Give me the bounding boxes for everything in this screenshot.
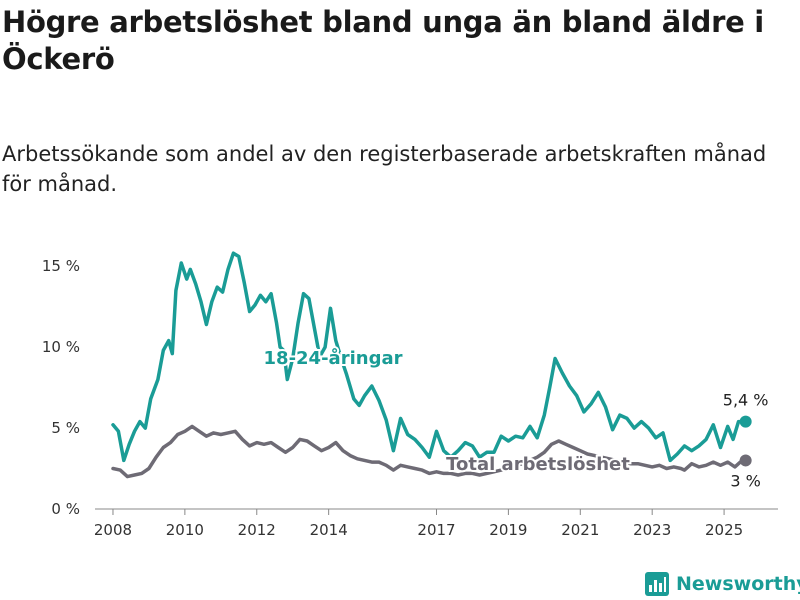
total-end-label: 3 % <box>730 471 760 490</box>
y-axis-ticks: 0 % 5 % 10 % 15 % <box>42 257 80 518</box>
y-tick-label: 5 % <box>51 419 80 437</box>
x-axis: 2008 2010 2012 2014 2017 2019 2021 2023 2025 <box>94 508 778 539</box>
x-tick-label: 2008 <box>94 521 132 539</box>
total-series-line <box>111 424 748 479</box>
x-tick-label: 2010 <box>166 521 204 539</box>
y-tick-label: 10 % <box>42 338 80 356</box>
youth-end-marker <box>739 415 752 428</box>
series-lines <box>111 251 752 479</box>
x-tick-label: 2021 <box>561 521 599 539</box>
newsworthy-logo[interactable]: Newsworthy <box>644 568 800 600</box>
x-tick-label: 2014 <box>310 521 348 539</box>
logo-text: Newsworthy <box>676 573 800 595</box>
page-subtitle: Arbetssökande som andel av den registerb… <box>2 142 767 196</box>
youth-series-label: 18-24-åringar <box>264 347 403 369</box>
bar-chart-logo-icon <box>645 572 669 596</box>
y-tick-label: 0 % <box>51 500 80 518</box>
total-series-label: Total arbetslöshet <box>446 454 630 475</box>
x-tick-label: 2023 <box>633 521 671 539</box>
total-end-marker <box>739 454 752 467</box>
page-title: Högre arbetslöshet bland unga än bland ä… <box>2 5 764 76</box>
y-tick-label: 15 % <box>42 257 80 275</box>
x-tick-label: 2019 <box>489 521 527 539</box>
x-tick-label: 2025 <box>705 521 743 539</box>
youth-end-label: 5,4 % <box>723 391 769 410</box>
x-tick-label: 2012 <box>238 521 276 539</box>
youth-series-line <box>111 251 748 463</box>
series-labels: 5,4 % 3 % 18-24-åringar Total arbetslöshet <box>262 345 769 490</box>
x-tick-label: 2017 <box>417 521 455 539</box>
